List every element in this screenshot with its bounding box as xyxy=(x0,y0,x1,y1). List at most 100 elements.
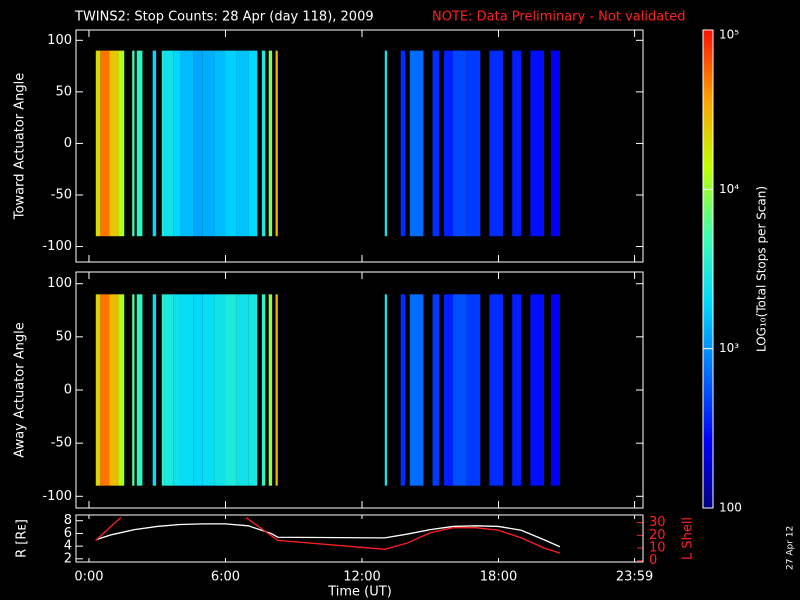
y-tick-label: 4 xyxy=(64,539,72,554)
heatmap-cell xyxy=(118,294,125,486)
y-tick-label: -50 xyxy=(51,436,72,451)
heatmap-cell xyxy=(384,50,388,237)
heatmap-cell xyxy=(268,294,273,486)
y-tick-label: -100 xyxy=(42,489,72,504)
heatmap-cell xyxy=(409,294,424,486)
x-tick-label: 18:00 xyxy=(480,570,517,585)
colorbar xyxy=(702,29,714,509)
x-tick-label: 0:00 xyxy=(74,570,103,585)
heatmap-cell xyxy=(409,50,424,237)
plot-frame xyxy=(75,514,644,563)
heatmap-cell xyxy=(109,294,119,486)
heatmap-cell xyxy=(173,294,180,486)
y-tick-label: 0 xyxy=(64,383,72,398)
heatmap-cell xyxy=(214,50,226,237)
y2-tick-label: 0 xyxy=(649,553,657,568)
heatmap-cell xyxy=(109,50,119,237)
heatmap-cell xyxy=(179,50,194,237)
heatmap-cell xyxy=(248,50,258,237)
y-axis-label: R [Rᴇ] xyxy=(15,519,30,558)
colorbar-title: LOG₁₀(Total Stops per Scan) xyxy=(755,186,769,352)
heatmap-cell xyxy=(443,294,454,486)
heatmap-cell xyxy=(100,294,110,486)
heatmap-cell xyxy=(202,294,215,486)
heatmap-cell xyxy=(261,50,266,237)
heatmap-cell xyxy=(214,294,226,486)
y-tick-label: 100 xyxy=(47,276,72,291)
heatmap-cell xyxy=(225,50,237,237)
heatmap-cell xyxy=(132,294,135,486)
heatmap-cell xyxy=(512,50,522,237)
heatmap-cell xyxy=(432,294,440,486)
heatmap-cell xyxy=(236,50,249,237)
heatmap-cell xyxy=(136,50,143,237)
y2-tick-label: 30 xyxy=(649,515,666,530)
heatmap-cell xyxy=(453,50,467,237)
heatmap-cell xyxy=(432,50,440,237)
y2-tick-label: 10 xyxy=(649,541,666,556)
y-tick-label: 2 xyxy=(64,551,72,566)
heatmap-cell xyxy=(512,294,522,486)
heatmap-cell xyxy=(152,294,157,486)
y-tick-label: 6 xyxy=(64,526,72,541)
heatmap-cell xyxy=(132,50,135,237)
heatmap-cell xyxy=(179,294,194,486)
colorbar-tick-label: 10⁴ xyxy=(719,182,739,196)
heatmap-cell xyxy=(489,294,504,486)
y-tick-label: -50 xyxy=(51,187,72,202)
x-tick-label: 12:00 xyxy=(343,570,380,585)
colorbar-tick-label: 100 xyxy=(719,501,742,515)
heatmap-cell xyxy=(275,294,278,486)
heatmap-cell xyxy=(95,294,101,486)
heatmap-cell xyxy=(489,50,504,237)
y-tick-label: 100 xyxy=(47,33,72,48)
heatmap-cell xyxy=(275,50,278,237)
heatmap-cell xyxy=(268,50,273,237)
y2-tick-label: 20 xyxy=(649,528,666,543)
heatmap-cell xyxy=(225,294,237,486)
heatmap-cell xyxy=(136,294,143,486)
heatmap-cell xyxy=(466,294,481,486)
heatmap-cell xyxy=(400,50,406,237)
line-series xyxy=(95,517,561,554)
heatmap-cell xyxy=(164,294,174,486)
heatmap-cell xyxy=(550,294,560,486)
heatmap-cell xyxy=(236,294,249,486)
heatmap-cell xyxy=(443,50,454,237)
y2-axis-label: L Shell xyxy=(681,517,696,560)
heatmap-cell xyxy=(453,294,467,486)
heatmap-cell xyxy=(100,50,110,237)
plot-frame xyxy=(75,29,644,263)
heatmap-cell xyxy=(550,50,560,237)
heatmap-cell xyxy=(466,50,481,237)
x-tick-label: 6:00 xyxy=(211,570,240,585)
heatmap-cell xyxy=(152,50,157,237)
heatmap-cell xyxy=(400,294,406,486)
heatmap-cell xyxy=(261,294,266,486)
heatmap-cell xyxy=(161,50,165,237)
heatmap-cell xyxy=(193,294,203,486)
heatmap-cell xyxy=(248,294,258,486)
heatmap-cell xyxy=(95,50,101,237)
y-axis-label: Away Actuator Angle xyxy=(13,322,28,457)
y-tick-label: 8 xyxy=(64,513,72,528)
y-tick-label: 50 xyxy=(55,329,72,344)
y-tick-label: -100 xyxy=(42,239,72,254)
y-axis-label: Toward Actuator Angle xyxy=(13,73,28,220)
note: NOTE: Data Preliminary - Not validated xyxy=(432,10,686,25)
colorbar-tick-label: 10³ xyxy=(719,341,739,355)
heatmap-cell xyxy=(118,50,125,237)
heatmap-cell xyxy=(202,50,215,237)
heatmap-cell xyxy=(173,50,180,237)
title: TWINS2: Stop Counts: 28 Apr (day 118), 2… xyxy=(74,10,374,25)
heatmap-cell xyxy=(161,294,165,486)
date-stamp: 27 Apr 12 xyxy=(786,526,796,570)
x-tick-label: 23:59 xyxy=(616,570,653,585)
y-tick-label: 50 xyxy=(55,84,72,99)
y-tick-label: 0 xyxy=(64,136,72,151)
heatmap-cell xyxy=(384,294,388,486)
x-axis-label: Time (UT) xyxy=(327,585,392,600)
heatmap-cell xyxy=(530,50,545,237)
heatmap-cell xyxy=(530,294,545,486)
